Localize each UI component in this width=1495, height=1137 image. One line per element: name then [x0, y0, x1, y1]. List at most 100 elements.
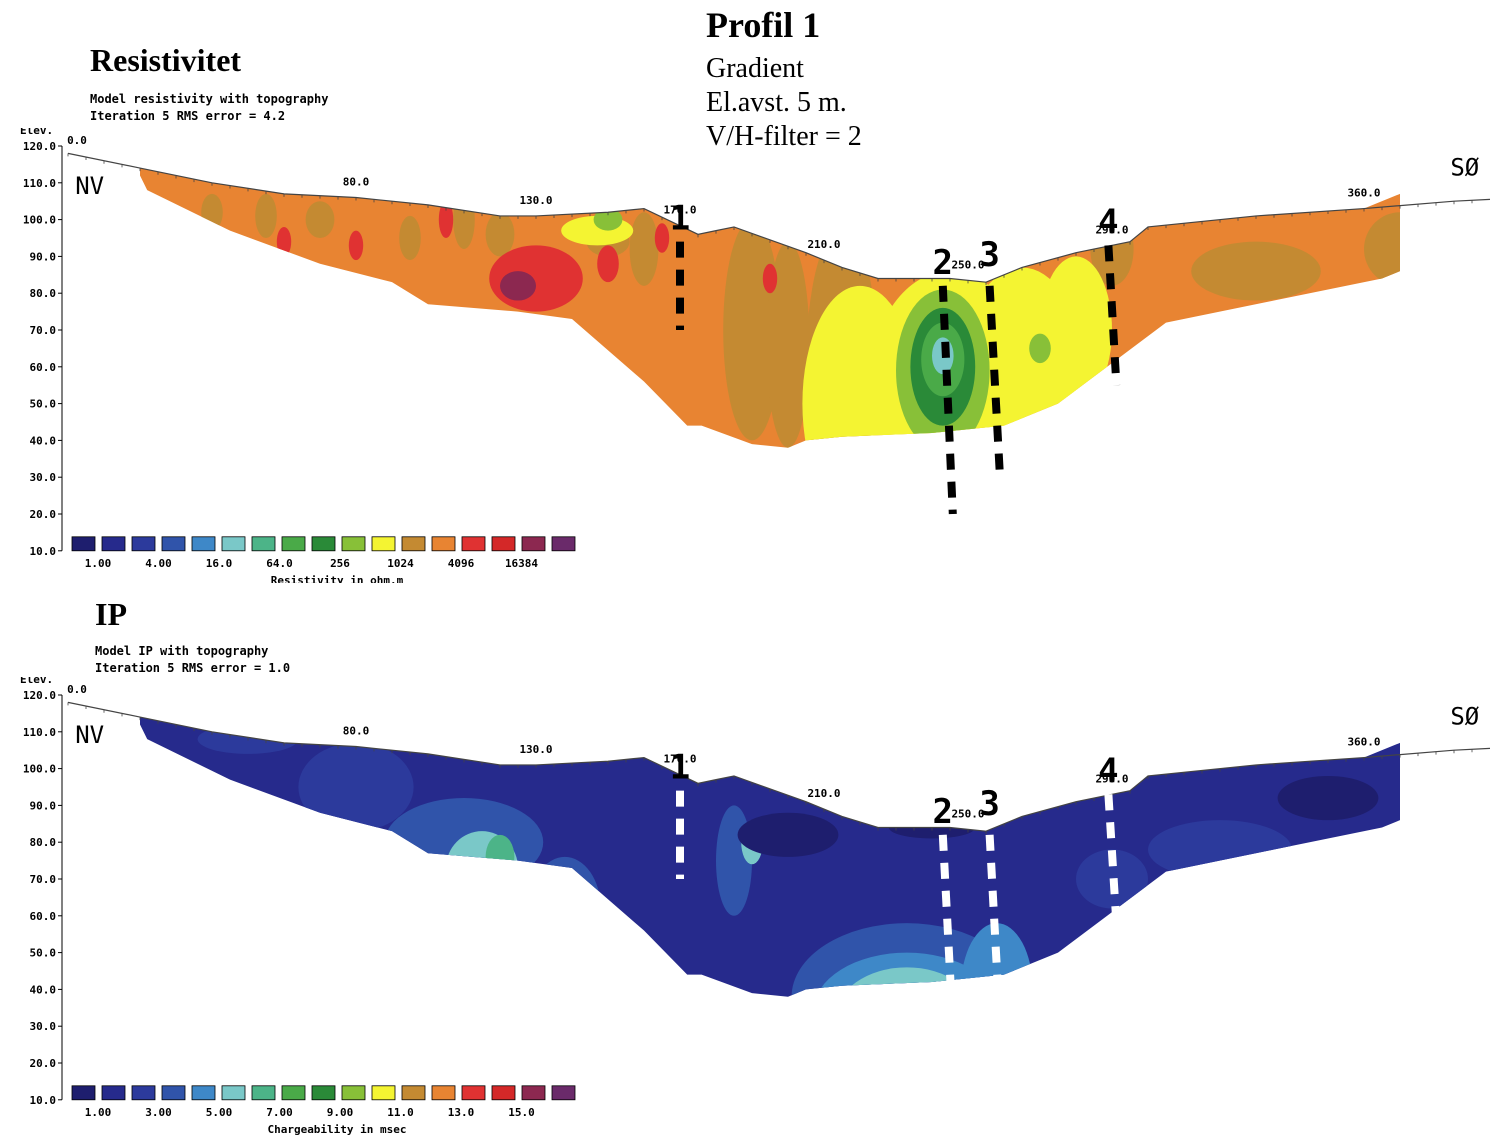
- legend-swatch: [131, 1085, 156, 1101]
- y-tick-label: 90.0: [30, 250, 57, 263]
- model-anomaly: [654, 223, 670, 253]
- fault-marker-3: [985, 285, 1004, 471]
- x-tick-label: 250.0: [951, 807, 984, 820]
- model-anomaly: [255, 193, 277, 238]
- y-tick-label: 120.0: [23, 689, 56, 702]
- legend-label: 13.0: [448, 1106, 475, 1119]
- resistivity-section-chart: Elev.120.0110.0100.090.080.070.060.050.0…: [20, 128, 1491, 583]
- ip-section-chart: Elev.120.0110.0100.090.080.070.060.050.0…: [20, 677, 1491, 1136]
- model-anomaly: [1148, 820, 1292, 879]
- model-anomaly: [1364, 212, 1400, 286]
- x-tick-label: 130.0: [519, 743, 552, 756]
- fault-marker-label-4: 4: [1098, 751, 1118, 791]
- model-anomaly: [500, 271, 536, 301]
- legend-label: 5.00: [206, 1106, 233, 1119]
- model-anomaly: [485, 834, 515, 879]
- legend-swatch: [371, 1085, 396, 1101]
- fault-marker-4: [1104, 245, 1121, 386]
- legend-swatch: [491, 536, 516, 552]
- so-direction-label: SØ: [1450, 153, 1479, 181]
- y-tick-label: 30.0: [30, 471, 57, 484]
- legend-label: 1.00: [85, 1106, 112, 1119]
- legend-swatch: [431, 536, 456, 552]
- y-tick-label: 10.0: [30, 545, 57, 558]
- y-tick-label: 50.0: [30, 398, 57, 411]
- model-anomaly: [878, 440, 950, 448]
- fault-marker-4: [1104, 794, 1121, 924]
- fault-marker-2: [938, 834, 957, 1027]
- y-tick-label: 110.0: [23, 177, 56, 190]
- y-tick-label: 60.0: [30, 910, 57, 923]
- legend-swatch: [551, 536, 576, 552]
- legend-swatch: [341, 1085, 366, 1101]
- resistivity-heading: Resistivitet: [90, 42, 242, 78]
- legend-swatch: [101, 536, 126, 552]
- model-anomaly: [766, 241, 810, 448]
- legend-label: 64.0: [266, 557, 293, 570]
- model-anomaly: [201, 193, 223, 231]
- fault-marker-label-1: 1: [670, 199, 690, 239]
- model-anomaly: [1029, 333, 1051, 364]
- y-tick-label: 100.0: [23, 214, 56, 227]
- resistivity-iteration: Iteration 5 RMS error = 4.2: [90, 109, 286, 123]
- y-tick-label: 110.0: [23, 726, 56, 739]
- model-anomaly: [856, 989, 958, 997]
- legend-swatch: [491, 1085, 516, 1101]
- ip-iteration: Iteration 5 RMS error = 1.0: [95, 661, 291, 675]
- model-anomaly: [298, 742, 414, 832]
- y-tick-label: 60.0: [30, 361, 57, 374]
- y-tick-label: 90.0: [30, 799, 57, 812]
- model-anomaly: [791, 923, 1022, 997]
- legend-swatch: [161, 1085, 186, 1101]
- model-anomaly: [834, 967, 979, 997]
- legend-swatch: [371, 536, 396, 552]
- model-anomaly: [597, 245, 619, 283]
- model-anomaly: [737, 812, 839, 857]
- y-tick-label: 30.0: [30, 1020, 57, 1033]
- fault-marker-label-3: 3: [979, 784, 999, 824]
- legend-label: 15.0: [508, 1106, 535, 1119]
- x-tick-label: 80.0: [343, 725, 370, 738]
- legend-swatch: [251, 536, 276, 552]
- legend-label: 3.00: [145, 1106, 172, 1119]
- y-tick-label: 20.0: [30, 508, 57, 521]
- x-tick-label: 360.0: [1347, 736, 1380, 749]
- model-anomaly: [795, 496, 817, 518]
- x-tick-label: 0.0: [67, 134, 87, 147]
- x-tick-label: 360.0: [1347, 187, 1380, 200]
- ip-heading: IP: [95, 596, 127, 632]
- x-tick-label: 210.0: [807, 238, 840, 251]
- legend-swatch: [341, 536, 366, 552]
- legend-swatch: [191, 1085, 216, 1101]
- x-tick-label: 250.0: [951, 258, 984, 271]
- x-tick-label: 210.0: [807, 787, 840, 800]
- ip-subtitle: Model IP with topography: [95, 644, 269, 658]
- nv-direction-label: NV: [75, 721, 104, 749]
- x-tick-label: 170.0: [663, 204, 696, 217]
- model-anomaly: [1277, 775, 1379, 821]
- model-anomaly: [593, 208, 623, 231]
- model-anomaly: [276, 226, 292, 257]
- model-anomaly: [438, 201, 454, 238]
- y-tick-label: 40.0: [30, 434, 57, 447]
- legend-label: 9.00: [327, 1106, 354, 1119]
- y-tick-label: 120.0: [23, 140, 56, 153]
- model-section: [140, 168, 1400, 518]
- legend-title: Chargeability in msec: [267, 1123, 406, 1136]
- legend-swatch: [71, 536, 96, 552]
- model-anomaly: [399, 215, 421, 261]
- model-section: [140, 717, 1400, 997]
- x-tick-label: 290.0: [1095, 223, 1128, 236]
- y-tick-label: 10.0: [30, 1094, 57, 1107]
- filter-label: V/H-filter = 2: [706, 121, 862, 152]
- legend-swatch: [221, 536, 246, 552]
- fault-marker-label-2: 2: [933, 243, 953, 283]
- y-axis-label: Elev.: [20, 128, 53, 137]
- legend-swatch: [221, 1085, 246, 1101]
- model-anomaly: [762, 263, 778, 294]
- legend-swatch: [401, 536, 426, 552]
- legend-label: 16384: [505, 557, 538, 570]
- legend-swatch: [131, 536, 156, 552]
- electrode-spacing-label: El.avst. 5 m.: [706, 87, 847, 118]
- fault-marker-label-1: 1: [670, 748, 690, 788]
